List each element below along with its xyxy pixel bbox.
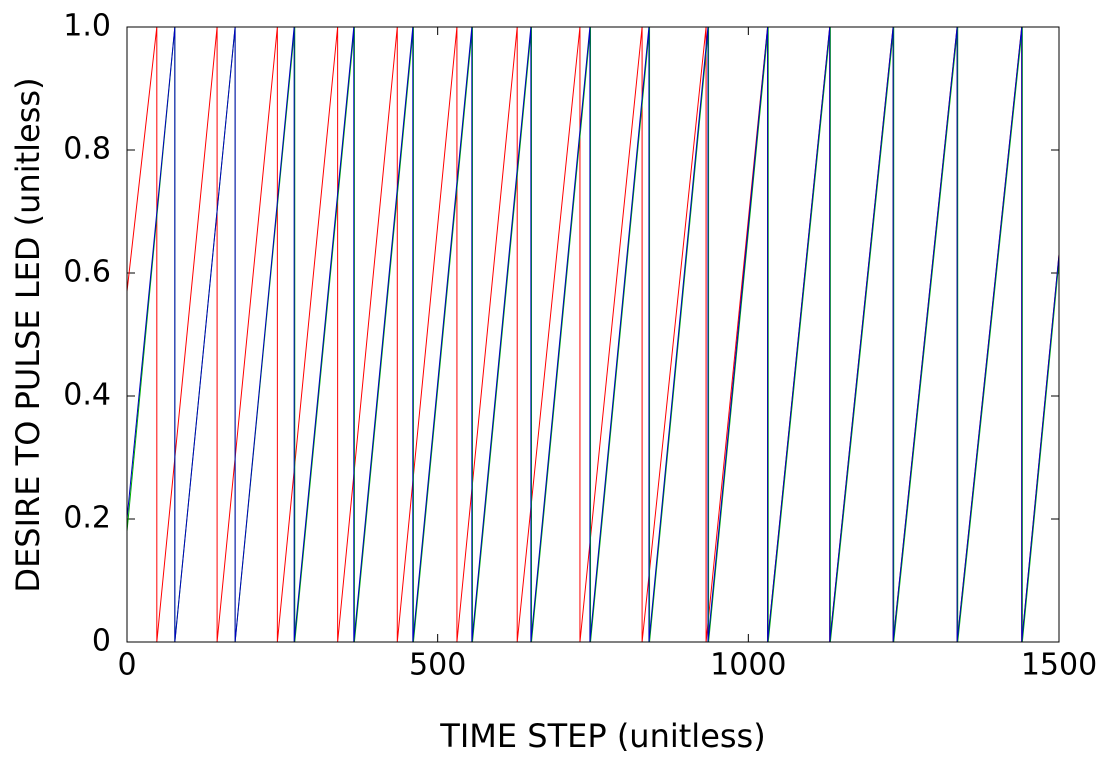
y-tick-label: 0.2 [63, 501, 111, 536]
series-line [126, 26, 1060, 643]
y-tick-label: 0.4 [63, 378, 111, 413]
x-axis-label: TIME STEP (unitless) [439, 717, 765, 755]
y-tick-label: 0.6 [63, 255, 111, 290]
x-tick-label: 1500 [1021, 648, 1097, 683]
x-tick-label: 0 [117, 648, 136, 683]
x-tick-label: 500 [409, 648, 466, 683]
plot-frame [126, 26, 1060, 643]
y-axis-label: DESIRE TO PULSE LED (unitless) [9, 77, 47, 592]
y-tick-label: 1.0 [63, 9, 111, 44]
x-tick-label: 1000 [710, 648, 786, 683]
series-line [126, 26, 1060, 643]
series-line [126, 26, 1060, 643]
y-tick-label: 0.8 [63, 132, 111, 167]
y-tick-label: 0 [92, 624, 111, 659]
